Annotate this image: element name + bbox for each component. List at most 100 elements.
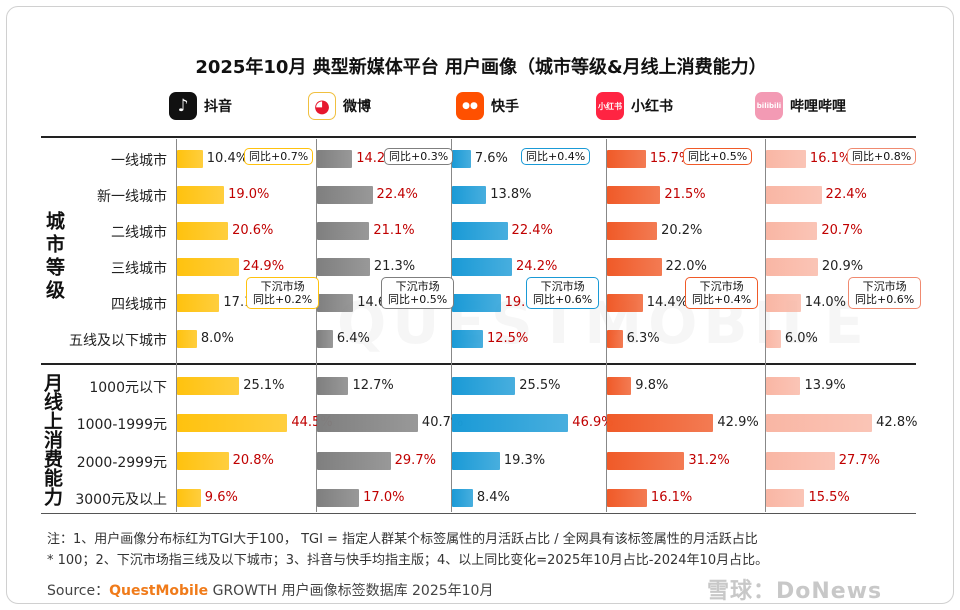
data-label: 42.8% xyxy=(876,415,918,430)
bar-哔哩哔哩-一线城市 xyxy=(766,150,806,168)
row-label: 三线城市 xyxy=(111,261,167,277)
annotation-line: 同比+0.5% xyxy=(388,293,448,306)
chart-title: 2025年10月 典型新媒体平台 用户画像（城市等级&月线上消费能力） xyxy=(195,57,767,78)
data-label: 16.1% xyxy=(650,490,693,505)
platform-1: ◕ 微博 xyxy=(308,91,371,121)
data-label: 21.3% xyxy=(373,259,416,274)
data-label: 9.8% xyxy=(635,378,669,393)
bar-快手-新一线城市 xyxy=(452,186,487,204)
data-label: 13.9% xyxy=(804,378,846,393)
divider-line xyxy=(41,513,916,514)
data-label: 20.9% xyxy=(821,259,864,274)
yoy-annotation: 同比+0.5% xyxy=(683,148,753,165)
bar-微博-五线及以下城市 xyxy=(317,330,333,348)
platform-3: 小红书 小红书 xyxy=(596,91,673,121)
platform-2: ●● 快手 xyxy=(456,91,519,121)
yoy-annotation: 下沉市场 同比+0.6% xyxy=(526,277,600,309)
yoy-annotation: 同比+0.4% xyxy=(521,148,591,165)
bilibili-icon: bilibili xyxy=(755,92,783,120)
footnote-line-1: 注：1、用户画像分布标红为TGI大于100， TGI = 指定人群某个标签属性的… xyxy=(47,532,758,547)
row-label: 新一线城市 xyxy=(97,189,167,205)
data-label: 19.3% xyxy=(503,453,546,468)
bar-抖音-1000-1999元 xyxy=(177,414,288,432)
bar-抖音-2000-2999元 xyxy=(177,452,229,470)
data-label: 15.5% xyxy=(808,490,850,505)
annotation-line: 下沉市场 xyxy=(540,280,585,293)
column-axis-line xyxy=(176,139,177,512)
data-label: 16.1% xyxy=(809,151,852,166)
annotation-line: 下沉市场 xyxy=(395,280,440,293)
row-label: 四线城市 xyxy=(111,297,167,313)
row-label: 一线城市 xyxy=(111,153,167,169)
data-label: 6.0% xyxy=(784,331,818,346)
bar-微博-三线城市 xyxy=(317,258,370,276)
bar-抖音-三线城市 xyxy=(177,258,239,276)
bar-哔哩哔哩-3000元及以上 xyxy=(766,489,805,507)
bar-哔哩哔哩-五线及以下城市 xyxy=(766,330,781,348)
bar-哔哩哔哩-三线城市 xyxy=(766,258,818,276)
data-label: 14.4% xyxy=(646,295,689,310)
divider-line xyxy=(41,136,916,138)
data-label: 19.0% xyxy=(228,187,270,202)
bar-微博-二线城市 xyxy=(317,222,370,240)
bar-哔哩哔哩-新一线城市 xyxy=(766,186,822,204)
data-label: 27.7% xyxy=(838,453,880,468)
data-label: 42.9% xyxy=(717,415,759,430)
bar-微博-四线城市 xyxy=(317,294,354,312)
divider-line xyxy=(41,363,916,365)
data-label: 12.7% xyxy=(352,378,394,393)
source-prefix: Source： xyxy=(47,583,110,599)
footnote-line-2: * 100；2、下沉市场指三线及以下城市；3、抖音与快手均指主版；4、以上同比变… xyxy=(47,553,769,568)
bar-快手-五线及以下城市 xyxy=(452,330,483,348)
bar-微博-一线城市 xyxy=(317,150,353,168)
platform-0: ♪ 抖音 xyxy=(169,91,232,121)
bar-哔哩哔哩-2000-2999元 xyxy=(766,452,835,470)
yoy-annotation: 同比+0.8% xyxy=(847,148,917,165)
platform-name: 快手 xyxy=(491,99,519,115)
row-label: 1000元以下 xyxy=(89,380,167,396)
bar-抖音-四线城市 xyxy=(177,294,220,312)
data-label: 20.7% xyxy=(821,223,863,238)
bar-微博-2000-2999元 xyxy=(317,452,391,470)
bar-小红书-三线城市 xyxy=(607,258,662,276)
bar-微博-3000元及以上 xyxy=(317,489,360,507)
data-label: 9.6% xyxy=(204,490,238,505)
annotation-line: 同比+0.5% xyxy=(688,150,748,163)
data-label: 8.4% xyxy=(476,490,510,505)
bar-小红书-四线城市 xyxy=(607,294,643,312)
annotation-line: 同比+0.2% xyxy=(253,293,313,306)
platform-name: 微博 xyxy=(343,99,371,115)
bar-快手-三线城市 xyxy=(452,258,513,276)
bar-快手-3000元及以上 xyxy=(452,489,473,507)
column-axis-line xyxy=(451,139,452,512)
yoy-annotation: 下沉市场 同比+0.4% xyxy=(685,277,759,309)
data-label: 22.4% xyxy=(825,187,867,202)
data-label: 22.0% xyxy=(665,259,707,274)
data-label: 21.5% xyxy=(664,187,706,202)
section-label: 月线上消费能力 xyxy=(41,373,63,506)
annotation-line: 同比+0.3% xyxy=(389,150,449,163)
row-label: 1000-1999元 xyxy=(76,417,167,433)
bar-哔哩哔哩-四线城市 xyxy=(766,294,801,312)
annotation-line: 同比+0.7% xyxy=(249,150,309,163)
data-label: 17.0% xyxy=(363,490,405,505)
data-label: 6.4% xyxy=(336,331,370,346)
column-axis-line xyxy=(606,139,607,512)
bar-微博-新一线城市 xyxy=(317,186,373,204)
bar-快手-一线城市 xyxy=(452,150,471,168)
source-text: Source：QuestMobile GROWTH 用户画像标签数据库 2025… xyxy=(47,580,493,600)
annotation-line: 同比+0.4% xyxy=(692,293,752,306)
data-label: 20.8% xyxy=(232,453,274,468)
data-label: 12.5% xyxy=(487,331,529,346)
questmobile-logo-text: QuestMobile xyxy=(109,583,209,599)
data-label: 24.9% xyxy=(242,259,285,274)
bar-快手-1000元以下 xyxy=(452,377,516,395)
row-label: 五线及以下城市 xyxy=(69,333,167,349)
annotation-line: 同比+0.8% xyxy=(852,150,912,163)
bar-微博-1000元以下 xyxy=(317,377,349,395)
data-label: 25.5% xyxy=(519,378,561,393)
annotation-line: 同比+0.6% xyxy=(855,293,915,306)
bar-哔哩哔哩-1000-1999元 xyxy=(766,414,873,432)
data-label: 29.7% xyxy=(394,453,436,468)
weibo-icon: ◕ xyxy=(308,92,336,120)
